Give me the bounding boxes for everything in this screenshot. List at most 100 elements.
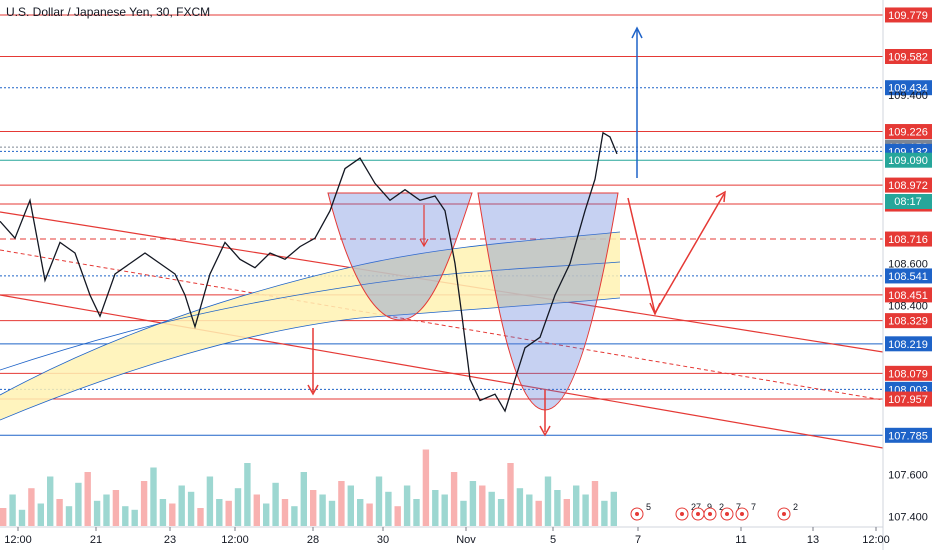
price-tag-label: 109.779 bbox=[888, 10, 928, 22]
volume-bar bbox=[0, 508, 7, 526]
band-upper bbox=[0, 231, 621, 396]
event-dot bbox=[782, 512, 786, 516]
volume-bar bbox=[56, 499, 63, 526]
x-tick-label: 28 bbox=[307, 534, 319, 546]
volume-bar bbox=[338, 481, 345, 526]
volume-bar bbox=[319, 494, 326, 526]
band-fill bbox=[0, 232, 620, 420]
event-count: 9 bbox=[707, 502, 712, 512]
x-tick-label: 12:00 bbox=[862, 534, 890, 546]
event-dot bbox=[725, 512, 729, 516]
volume-bar bbox=[84, 472, 91, 526]
volume-bar bbox=[187, 491, 195, 526]
volume-bar bbox=[432, 490, 439, 526]
price-tag bbox=[885, 48, 932, 64]
volume-bar bbox=[263, 503, 270, 526]
volume-bar bbox=[300, 472, 307, 526]
price-tag-label: 109.582 bbox=[888, 51, 928, 63]
channel-mid-line[interactable] bbox=[0, 249, 884, 401]
price-tag-label: 108.541 bbox=[888, 271, 928, 283]
volume-bar bbox=[272, 482, 279, 526]
price-tag-label: 108.716 bbox=[888, 234, 928, 246]
volume-bar bbox=[93, 500, 101, 526]
volume-bar bbox=[244, 463, 251, 526]
volume-bar bbox=[516, 488, 524, 526]
price-tag bbox=[885, 7, 932, 23]
x-tick-label: 5 bbox=[550, 534, 556, 546]
y-tick-label: 107.600 bbox=[888, 469, 928, 481]
price-tag-label: 109.434 bbox=[888, 83, 928, 95]
y-tick-label: 109.400 bbox=[888, 90, 928, 102]
event-count: 27 bbox=[691, 502, 701, 512]
down-arrow-2-head bbox=[419, 238, 429, 248]
down-arrow-3-head bbox=[539, 425, 551, 437]
economic-events[interactable]: 5 27 9 2 7 7 2 bbox=[630, 502, 798, 521]
volume-bar bbox=[479, 485, 486, 526]
horizontal-levels bbox=[0, 14, 883, 436]
volume-bar bbox=[469, 481, 477, 526]
price-tag bbox=[885, 152, 932, 168]
volume-bar bbox=[385, 491, 392, 526]
x-tick-label: 21 bbox=[90, 534, 102, 546]
volume-bar bbox=[554, 490, 561, 526]
volume-bar bbox=[75, 482, 82, 526]
volume-bar bbox=[450, 472, 458, 526]
x-tick-label: 12:00 bbox=[4, 534, 32, 546]
volume-bar bbox=[413, 499, 420, 526]
volume-bar bbox=[403, 485, 411, 526]
volume-bar bbox=[28, 488, 35, 526]
channel-lower-line[interactable] bbox=[0, 294, 884, 449]
time-axis[interactable]: 12:00 21 23 12:00 28 30 Nov 5 7 11 13 12:00 bbox=[4, 527, 890, 546]
volume-bars bbox=[0, 449, 617, 526]
event-count: 5 bbox=[646, 502, 651, 512]
price-tag bbox=[885, 427, 932, 443]
volume-bar bbox=[497, 499, 505, 526]
volume-bar bbox=[18, 509, 26, 526]
price-tag bbox=[885, 177, 932, 193]
volume-bar bbox=[216, 499, 223, 526]
event-dot bbox=[635, 512, 639, 516]
y-tick-label: 107.400 bbox=[888, 511, 928, 523]
price-tag bbox=[885, 268, 932, 284]
volume-bar bbox=[441, 494, 448, 526]
volume-bar bbox=[328, 500, 336, 526]
price-tag-label: 108.972 bbox=[888, 180, 928, 192]
volume-bar bbox=[526, 494, 533, 526]
volume-bar bbox=[535, 500, 542, 526]
volume-bar bbox=[225, 500, 232, 526]
arrows bbox=[307, 26, 726, 437]
volume-bar bbox=[122, 506, 129, 526]
price-tag bbox=[885, 287, 932, 303]
x-tick-label: 30 bbox=[377, 534, 389, 546]
volume-bar bbox=[169, 503, 176, 526]
volume-bar bbox=[206, 476, 214, 526]
event-count: 7 bbox=[736, 502, 741, 512]
y-tick-label: 108.400 bbox=[888, 301, 928, 313]
volume-bar bbox=[507, 463, 514, 526]
volume-bar bbox=[394, 506, 401, 526]
volume-bar bbox=[422, 449, 430, 526]
event-count: 7 bbox=[751, 502, 756, 512]
volume-bar bbox=[131, 509, 138, 526]
volume-bar bbox=[197, 508, 204, 526]
volume-bar bbox=[357, 499, 364, 526]
volume-bar bbox=[9, 494, 16, 526]
price-tag-label: 109.090 bbox=[888, 155, 928, 167]
price-tag-label: 108.079 bbox=[888, 368, 928, 380]
volume-bar bbox=[65, 506, 73, 526]
up-arrow-target-head bbox=[631, 26, 643, 39]
price-tag bbox=[885, 313, 932, 329]
cup-left[interactable] bbox=[327, 192, 473, 321]
volume-bar bbox=[544, 476, 552, 526]
volume-bar bbox=[347, 485, 354, 526]
countdown-bg bbox=[885, 194, 932, 209]
volume-bar bbox=[112, 490, 120, 526]
volume-bar bbox=[601, 500, 608, 526]
volume-bar bbox=[582, 494, 589, 526]
price-tag bbox=[885, 231, 932, 247]
volume-bar bbox=[310, 490, 317, 526]
price-tag bbox=[885, 124, 932, 140]
price-axis[interactable]: 109.779109.582109.434109.226109.152109.1… bbox=[885, 7, 932, 523]
band-mid bbox=[0, 261, 621, 371]
